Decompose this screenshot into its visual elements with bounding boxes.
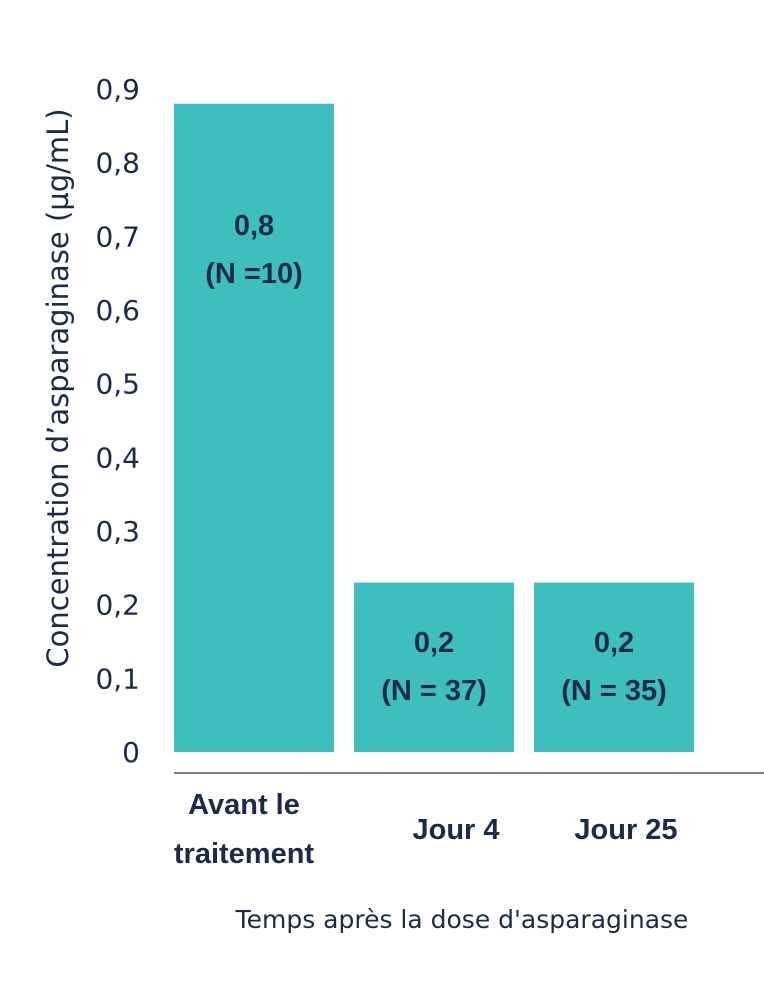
x-category-label: Jour 25 — [574, 814, 677, 846]
bar-data-label: 0,2 — [594, 627, 634, 659]
bar-data-label: 0,8 — [234, 210, 274, 242]
y-tick-label: 0,8 — [95, 147, 140, 180]
x-axis-categories: Avant le traitement Jour 4 Jour 25 — [174, 789, 678, 870]
bars: 0,8 (N =10) 0,2 (N = 37) 0,2 (N = 35) — [174, 103, 694, 752]
x-category-label: Avant le — [188, 789, 300, 821]
y-tick-label: 0,7 — [95, 220, 140, 253]
y-tick-label: 0 — [122, 736, 140, 769]
bar — [354, 582, 514, 752]
y-axis-label: Concentration d’asparaginase (µg/mL) — [41, 108, 75, 667]
bar — [174, 103, 334, 752]
y-tick-label: 0,4 — [95, 441, 140, 474]
y-tick-label: 0,5 — [95, 368, 140, 401]
y-tick-label: 0,9 — [95, 73, 140, 106]
bar-data-label: (N =10) — [205, 258, 303, 290]
x-axis-label: Temps après la dose d'asparaginase — [235, 905, 689, 934]
bar-data-label: 0,2 — [414, 627, 454, 659]
y-tick-label: 0,1 — [95, 662, 140, 695]
y-tick-label: 0,2 — [95, 589, 140, 622]
bar-data-label: (N = 35) — [561, 675, 667, 707]
y-tick-label: 0,3 — [95, 515, 140, 548]
y-tick-label: 0,6 — [95, 294, 140, 327]
x-category-label: Jour 4 — [412, 814, 499, 846]
bar-data-label: (N = 37) — [381, 675, 487, 707]
x-category-label: traitement — [174, 838, 315, 870]
bar — [534, 582, 694, 752]
y-axis-ticks: 0 0,1 0,2 0,3 0,4 0,5 0,6 0,7 0,8 0,9 — [95, 73, 140, 769]
